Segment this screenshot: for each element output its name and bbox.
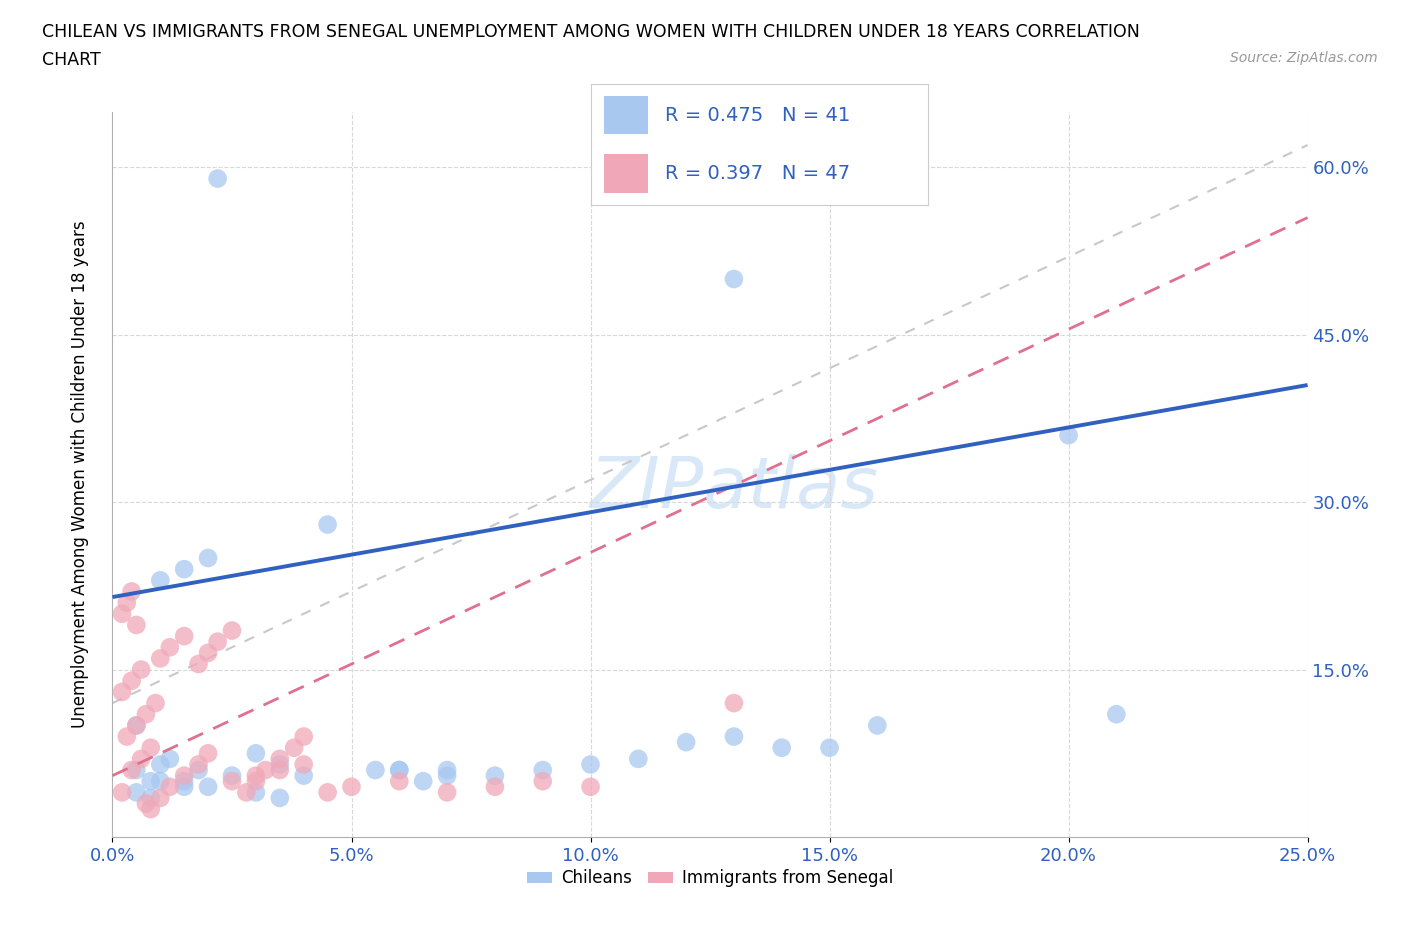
Point [135, 796, 157, 811]
Point [207, 634, 229, 649]
Point [125, 718, 148, 733]
Point [1057, 428, 1080, 443]
Point [115, 595, 138, 610]
Point [269, 751, 291, 766]
Point [121, 584, 143, 599]
Point [135, 707, 157, 722]
Point [187, 763, 209, 777]
Point [111, 785, 134, 800]
Point [125, 718, 148, 733]
Point [436, 763, 458, 777]
Point [675, 735, 697, 750]
Point [579, 757, 602, 772]
Point [173, 629, 195, 644]
Point [245, 774, 267, 789]
Point [388, 774, 411, 789]
Point [245, 785, 267, 800]
Point [197, 551, 219, 565]
Point [187, 657, 209, 671]
Point [235, 785, 257, 800]
Point [723, 272, 745, 286]
Point [579, 779, 602, 794]
Point [173, 562, 195, 577]
Point [139, 740, 162, 755]
Point [269, 790, 291, 805]
Point [316, 785, 339, 800]
Point [254, 763, 277, 777]
Point [627, 751, 650, 766]
Point [173, 779, 195, 794]
Point [723, 729, 745, 744]
Point [292, 768, 315, 783]
Point [818, 740, 841, 755]
Point [159, 751, 181, 766]
Point [484, 768, 506, 783]
Point [283, 740, 305, 755]
Point [388, 763, 411, 777]
Point [139, 790, 162, 805]
Point [159, 779, 181, 794]
Text: R = 0.397   N = 47: R = 0.397 N = 47 [665, 164, 849, 182]
Point [866, 718, 889, 733]
Point [245, 746, 267, 761]
Point [121, 673, 143, 688]
Point [197, 645, 219, 660]
Point [221, 768, 243, 783]
Point [187, 757, 209, 772]
Point [364, 763, 387, 777]
Point [111, 684, 134, 699]
Point [197, 779, 219, 794]
Point [221, 623, 243, 638]
Text: ZIPatlas: ZIPatlas [589, 455, 879, 524]
Point [173, 774, 195, 789]
Point [149, 651, 172, 666]
Point [269, 757, 291, 772]
Point [197, 746, 219, 761]
Point [139, 802, 162, 817]
Point [145, 696, 167, 711]
Point [207, 171, 229, 186]
Point [412, 774, 434, 789]
Legend: Chileans, Immigrants from Senegal: Chileans, Immigrants from Senegal [520, 863, 900, 894]
FancyBboxPatch shape [605, 96, 648, 135]
Point [159, 640, 181, 655]
Text: Source: ZipAtlas.com: Source: ZipAtlas.com [1230, 51, 1378, 65]
Point [173, 768, 195, 783]
Point [723, 696, 745, 711]
Point [149, 757, 172, 772]
Text: CHILEAN VS IMMIGRANTS FROM SENEGAL UNEMPLOYMENT AMONG WOMEN WITH CHILDREN UNDER : CHILEAN VS IMMIGRANTS FROM SENEGAL UNEMP… [42, 23, 1140, 41]
Text: R = 0.475   N = 41: R = 0.475 N = 41 [665, 106, 851, 125]
Point [111, 606, 134, 621]
Point [149, 774, 172, 789]
Point [125, 785, 148, 800]
Point [129, 662, 152, 677]
Point [436, 785, 458, 800]
Point [221, 774, 243, 789]
Point [770, 740, 793, 755]
Point [1105, 707, 1128, 722]
Point [125, 618, 148, 632]
Point [436, 768, 458, 783]
Point [245, 768, 267, 783]
Point [121, 763, 143, 777]
Point [125, 763, 148, 777]
Point [269, 763, 291, 777]
Point [115, 729, 138, 744]
Point [149, 790, 172, 805]
Point [129, 751, 152, 766]
Text: CHART: CHART [42, 51, 101, 69]
Y-axis label: Unemployment Among Women with Children Under 18 years: Unemployment Among Women with Children U… [70, 220, 89, 728]
Point [484, 779, 506, 794]
Point [316, 517, 339, 532]
Point [139, 774, 162, 789]
Point [531, 774, 554, 789]
Point [531, 763, 554, 777]
Point [149, 573, 172, 588]
Point [388, 763, 411, 777]
FancyBboxPatch shape [605, 153, 648, 193]
Point [340, 779, 363, 794]
Point [292, 729, 315, 744]
Point [292, 757, 315, 772]
